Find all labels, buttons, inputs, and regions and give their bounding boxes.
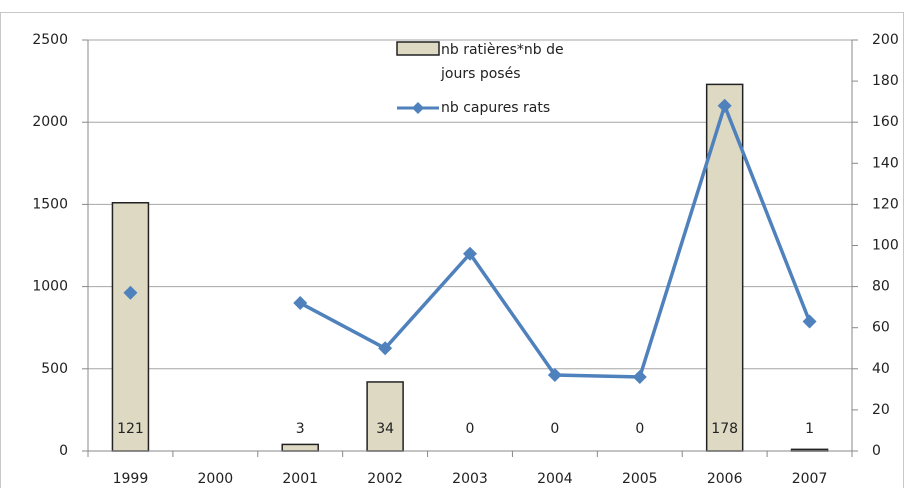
x-tick-label: 2005 [622,471,658,487]
y-tick-label: 2500 [32,32,68,48]
x-tick-label: 2002 [367,471,403,487]
y-tick-label: 0 [59,443,68,459]
data-label: 121 [117,421,144,437]
bar [281,443,319,452]
y-tick-label: 500 [41,361,68,377]
legend-swatch [396,41,440,56]
legend-label: nb ratières*nb de jours posés [441,42,564,82]
data-label: 34 [376,421,394,437]
marker [378,341,393,356]
x-tick-label: 1999 [113,471,149,487]
data-label: 178 [711,421,738,437]
y2-tick-label: 160 [872,114,899,130]
y-tick-label: 1000 [32,279,68,295]
y2-tick-label: 140 [872,155,899,171]
data-label: 3 [296,421,305,437]
x-tick-label: 2007 [792,471,828,487]
y2-tick-label: 80 [872,279,890,295]
marker [293,296,308,311]
y-tick-label: 2000 [32,114,68,130]
data-label: 0 [635,421,644,437]
y2-tick-label: 200 [872,32,899,48]
y2-tick-label: 20 [872,402,890,418]
x-tick-label: 2003 [452,471,488,487]
bar [366,381,404,452]
legend-swatch [397,102,439,114]
data-label: 0 [550,421,559,437]
legend-entry: nb ratières*nb de jours posés [395,38,625,86]
y2-tick-label: 180 [872,73,899,89]
y2-tick-label: 100 [872,238,899,254]
marker [717,98,732,113]
legend: nb ratières*nb de jours posés nb capures … [395,38,625,130]
x-tick-label: 2000 [198,471,234,487]
legend-label: nb capures rats [441,100,551,116]
marker [123,285,138,300]
marker [632,370,647,385]
y-tick-label: 1500 [32,196,68,212]
y2-tick-label: 120 [872,196,899,212]
data-label: 0 [466,421,475,437]
bar [111,202,150,452]
y2-tick-label: 40 [872,361,890,377]
data-label: 1 [805,421,814,437]
marker [802,314,817,329]
marker [547,367,562,382]
x-tick-label: 2001 [282,471,318,487]
y2-tick-label: 60 [872,320,890,336]
x-tick-label: 2004 [537,471,573,487]
y2-tick-label: 0 [872,443,881,459]
x-tick-label: 2006 [707,471,743,487]
marker [463,246,477,261]
legend-entry: nb capures rats [395,96,625,120]
